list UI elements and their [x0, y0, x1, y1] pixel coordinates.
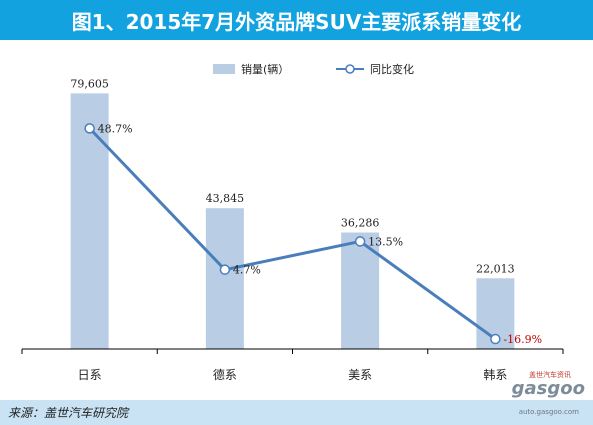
watermark-cn: 盖世汽车资讯	[529, 371, 571, 379]
yoy-point-3	[354, 236, 366, 247]
yoy-label-3: 13.5%	[368, 235, 403, 248]
source-note: 来源：盖世汽车研究院	[0, 400, 593, 425]
bar-value-label-1: 79,605	[70, 77, 109, 90]
bar-value-label-2: 43,845	[206, 192, 245, 205]
bar-value-label-4: 22,013	[476, 262, 515, 275]
yoy-point-1	[84, 123, 95, 134]
watermark-url: auto.gasgoo.com	[518, 408, 579, 416]
x-tick-label-1: 日系	[78, 368, 102, 382]
yoy-label-1: 48.7%	[98, 122, 133, 135]
chart-area: 79,605 43,845 36,286 22,013 日系 德系 美系 韩系 48.7% 4.7…	[21, 62, 564, 382]
legend-line-label: 同比变化	[370, 62, 414, 76]
yoy-label-4: -16.9%	[503, 333, 542, 346]
chart-title: 图1、2015年7月外资品牌SUV主要派系销量变化	[0, 0, 593, 40]
x-tick-label-2: 德系	[213, 367, 237, 382]
yoy-line	[88, 127, 497, 341]
legend-line-marker	[345, 64, 355, 74]
legend-bar-swatch	[213, 64, 235, 74]
x-tick-label-4: 韩系	[483, 367, 507, 382]
x-tick-label-3: 美系	[348, 368, 372, 382]
bar-1	[70, 93, 109, 349]
legend-bar-label: 销量(辆）	[241, 62, 289, 76]
source-text: 来源：盖世汽车研究院	[8, 406, 129, 420]
watermark-logo: gasgoo	[511, 378, 585, 399]
yoy-point-2	[219, 264, 231, 275]
bar-value-label-3: 36,286	[341, 216, 380, 229]
yoy-label-2: 4.7%	[233, 264, 261, 277]
bar-2	[205, 208, 244, 349]
yoy-point-4	[490, 333, 501, 345]
